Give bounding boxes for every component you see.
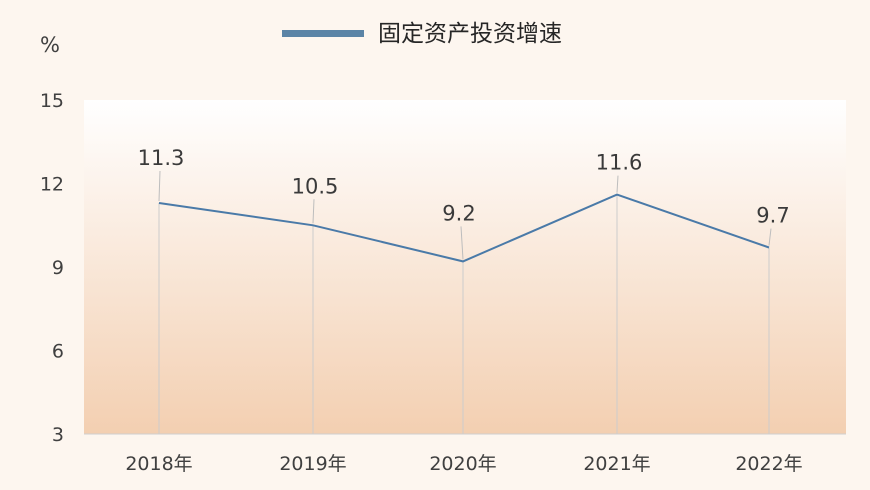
x-tick-label: 2022年 — [735, 453, 802, 475]
x-tick-label: 2018年 — [125, 453, 192, 475]
y-axis-ticks: 3 6 9 12 15 — [40, 90, 64, 446]
data-labels: 11.3 10.5 9.2 11.6 9.7 — [138, 146, 790, 228]
drop-lines — [158, 194, 770, 434]
y-tick-label: 15 — [40, 90, 64, 112]
data-label: 11.3 — [138, 146, 185, 170]
label-leader-line — [460, 226, 464, 260]
y-unit-label: % — [40, 33, 60, 57]
y-tick-label: 6 — [52, 341, 64, 363]
legend-label: 固定资产投资增速 — [378, 21, 562, 47]
legend-swatch — [282, 30, 364, 37]
label-leaders — [158, 170, 772, 260]
y-tick-label: 9 — [52, 257, 64, 279]
label-leader-line — [312, 199, 315, 224]
data-label: 9.7 — [756, 204, 789, 228]
y-tick-label: 3 — [52, 424, 64, 446]
legend: 固定资产投资增速 — [282, 21, 562, 47]
label-leader-line — [768, 228, 772, 246]
data-label: 10.5 — [292, 174, 339, 198]
data-label: 11.6 — [596, 151, 643, 175]
y-tick-label: 12 — [40, 174, 64, 196]
series-line — [158, 193, 770, 263]
x-axis-labels: 2018年 2019年 2020年 2021年 2022年 — [125, 453, 802, 475]
plot-area — [84, 100, 846, 434]
label-leader-line — [158, 170, 161, 201]
x-tick-label: 2021年 — [583, 453, 650, 475]
data-label: 9.2 — [442, 201, 475, 225]
label-leader-line — [616, 175, 619, 193]
x-tick-label: 2019年 — [279, 453, 346, 475]
x-tick-label: 2020年 — [429, 453, 496, 475]
